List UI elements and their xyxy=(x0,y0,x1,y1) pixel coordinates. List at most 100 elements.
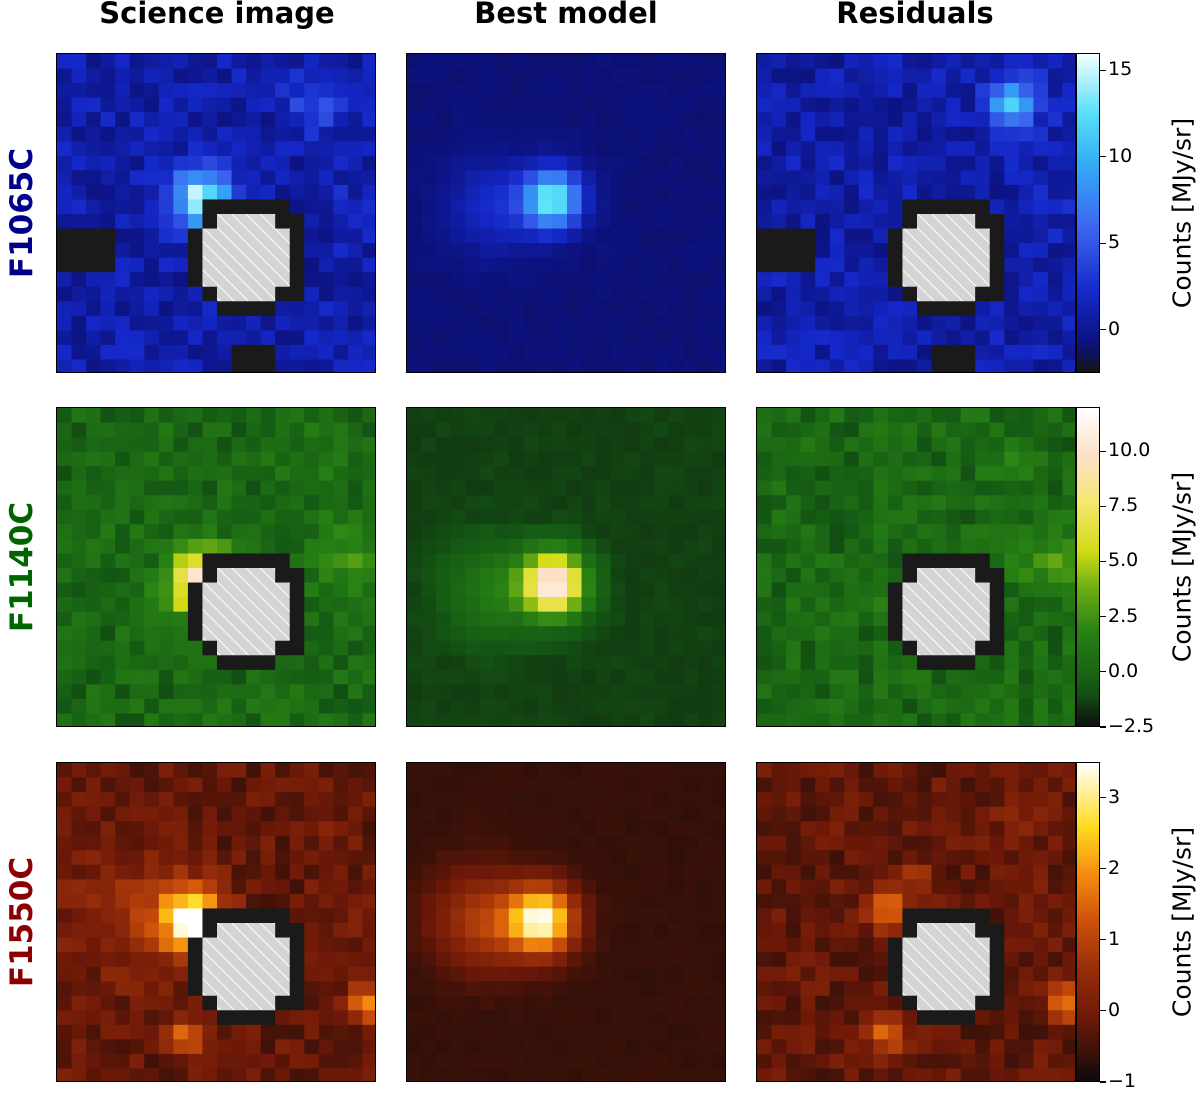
heatmap-cell xyxy=(231,1010,247,1026)
heatmap-cell xyxy=(436,777,452,793)
heatmap-cell xyxy=(668,155,684,171)
heatmap-cell xyxy=(902,582,918,598)
heatmap-cell xyxy=(407,170,423,186)
heatmap-cell xyxy=(144,214,160,230)
heatmap-cell xyxy=(771,582,787,598)
heatmap-cell xyxy=(436,286,452,302)
heatmap-cell xyxy=(100,1010,116,1026)
heatmap-cell xyxy=(421,763,437,779)
heatmap-cell xyxy=(931,466,947,482)
heatmap-cell xyxy=(333,228,349,244)
heatmap-cell xyxy=(362,597,375,613)
heatmap-cell xyxy=(436,626,452,642)
heatmap-cell xyxy=(217,669,233,685)
heatmap-cell xyxy=(989,684,1005,700)
heatmap-cell xyxy=(537,437,554,453)
heatmap-cell xyxy=(567,1053,583,1070)
heatmap-cell xyxy=(800,437,816,453)
heatmap-cell xyxy=(639,937,655,953)
heatmap-cell xyxy=(173,272,189,288)
heatmap-cell xyxy=(697,112,714,128)
heatmap-cell xyxy=(712,228,725,244)
heatmap-cell xyxy=(873,923,889,939)
colorbar-f1065c xyxy=(1076,53,1100,373)
heatmap-cell xyxy=(158,640,174,656)
heatmap-cell xyxy=(844,597,860,613)
heatmap-cell xyxy=(71,141,87,157)
heatmap-cell xyxy=(86,286,102,302)
heatmap-cell xyxy=(86,806,102,822)
heatmap-cell xyxy=(508,582,524,598)
heatmap-cell xyxy=(217,966,233,982)
heatmap-cell xyxy=(683,923,699,939)
heatmap-cell xyxy=(523,466,539,482)
heatmap-cell xyxy=(421,582,437,598)
heatmap-cell xyxy=(887,713,904,726)
heatmap-cell xyxy=(581,451,597,467)
heatmap-cell xyxy=(523,359,539,372)
heatmap-cell xyxy=(100,330,116,346)
heatmap-cell xyxy=(333,480,349,496)
heatmap-cell xyxy=(946,509,962,525)
colorbar-tick xyxy=(1100,450,1106,452)
heatmap-cell xyxy=(289,68,305,84)
heatmap-cell xyxy=(407,792,423,808)
heatmap-cell xyxy=(887,1053,904,1070)
heatmap-cell xyxy=(887,669,904,685)
heatmap-cell xyxy=(815,763,831,779)
heatmap-cell xyxy=(275,359,291,372)
heatmap-cell xyxy=(86,257,102,273)
heatmap-cell xyxy=(100,199,116,215)
heatmap-cell xyxy=(421,359,437,372)
heatmap-cell xyxy=(479,893,495,910)
heatmap-cell xyxy=(654,538,670,555)
heatmap-cell xyxy=(71,68,87,84)
heatmap-cell xyxy=(202,597,218,613)
heatmap-cell xyxy=(639,821,655,837)
heatmap-cell xyxy=(465,684,481,700)
heatmap-cell xyxy=(57,655,73,671)
heatmap-cell xyxy=(231,893,247,910)
heatmap-cell xyxy=(757,821,773,837)
heatmap-cell xyxy=(931,359,947,372)
heatmap-cell xyxy=(173,199,189,215)
heatmap-cell xyxy=(552,655,568,671)
heatmap-cell xyxy=(858,315,874,331)
heatmap-cell xyxy=(100,850,116,866)
heatmap-cell xyxy=(858,937,874,953)
heatmap-cell xyxy=(450,792,466,808)
heatmap-cell xyxy=(654,937,670,953)
heatmap-cell xyxy=(537,669,554,685)
heatmap-cell xyxy=(347,626,364,642)
heatmap-cell xyxy=(1047,344,1064,361)
heatmap-cell xyxy=(975,199,991,215)
heatmap-cell xyxy=(960,315,976,331)
heatmap-cell xyxy=(289,966,305,982)
heatmap-cell xyxy=(231,923,247,939)
heatmap-cell xyxy=(57,713,73,726)
heatmap-cell xyxy=(1004,966,1020,982)
heatmap-cell xyxy=(231,966,247,982)
heatmap-cell xyxy=(697,640,714,656)
heatmap-cell xyxy=(494,243,510,259)
heatmap-cell xyxy=(217,655,233,671)
heatmap-cell xyxy=(625,422,641,438)
heatmap-cell xyxy=(697,879,714,895)
heatmap-cell xyxy=(158,538,174,555)
heatmap-cell xyxy=(173,792,189,808)
heatmap-cell xyxy=(917,777,933,793)
heatmap-cell xyxy=(158,315,174,331)
heatmap-cell xyxy=(654,126,670,142)
heatmap-cell xyxy=(668,437,684,453)
heatmap-cell xyxy=(960,684,976,700)
heatmap-cell xyxy=(421,538,437,555)
heatmap-cell xyxy=(347,344,364,361)
heatmap-cell xyxy=(873,597,889,613)
heatmap-cell xyxy=(989,509,1005,525)
heatmap-cell xyxy=(347,597,364,613)
heatmap-cell xyxy=(465,864,481,880)
heatmap-cell xyxy=(1033,864,1049,880)
heatmap-cell xyxy=(771,908,787,924)
heatmap-cell xyxy=(537,1068,554,1081)
heatmap-cell xyxy=(173,611,189,627)
